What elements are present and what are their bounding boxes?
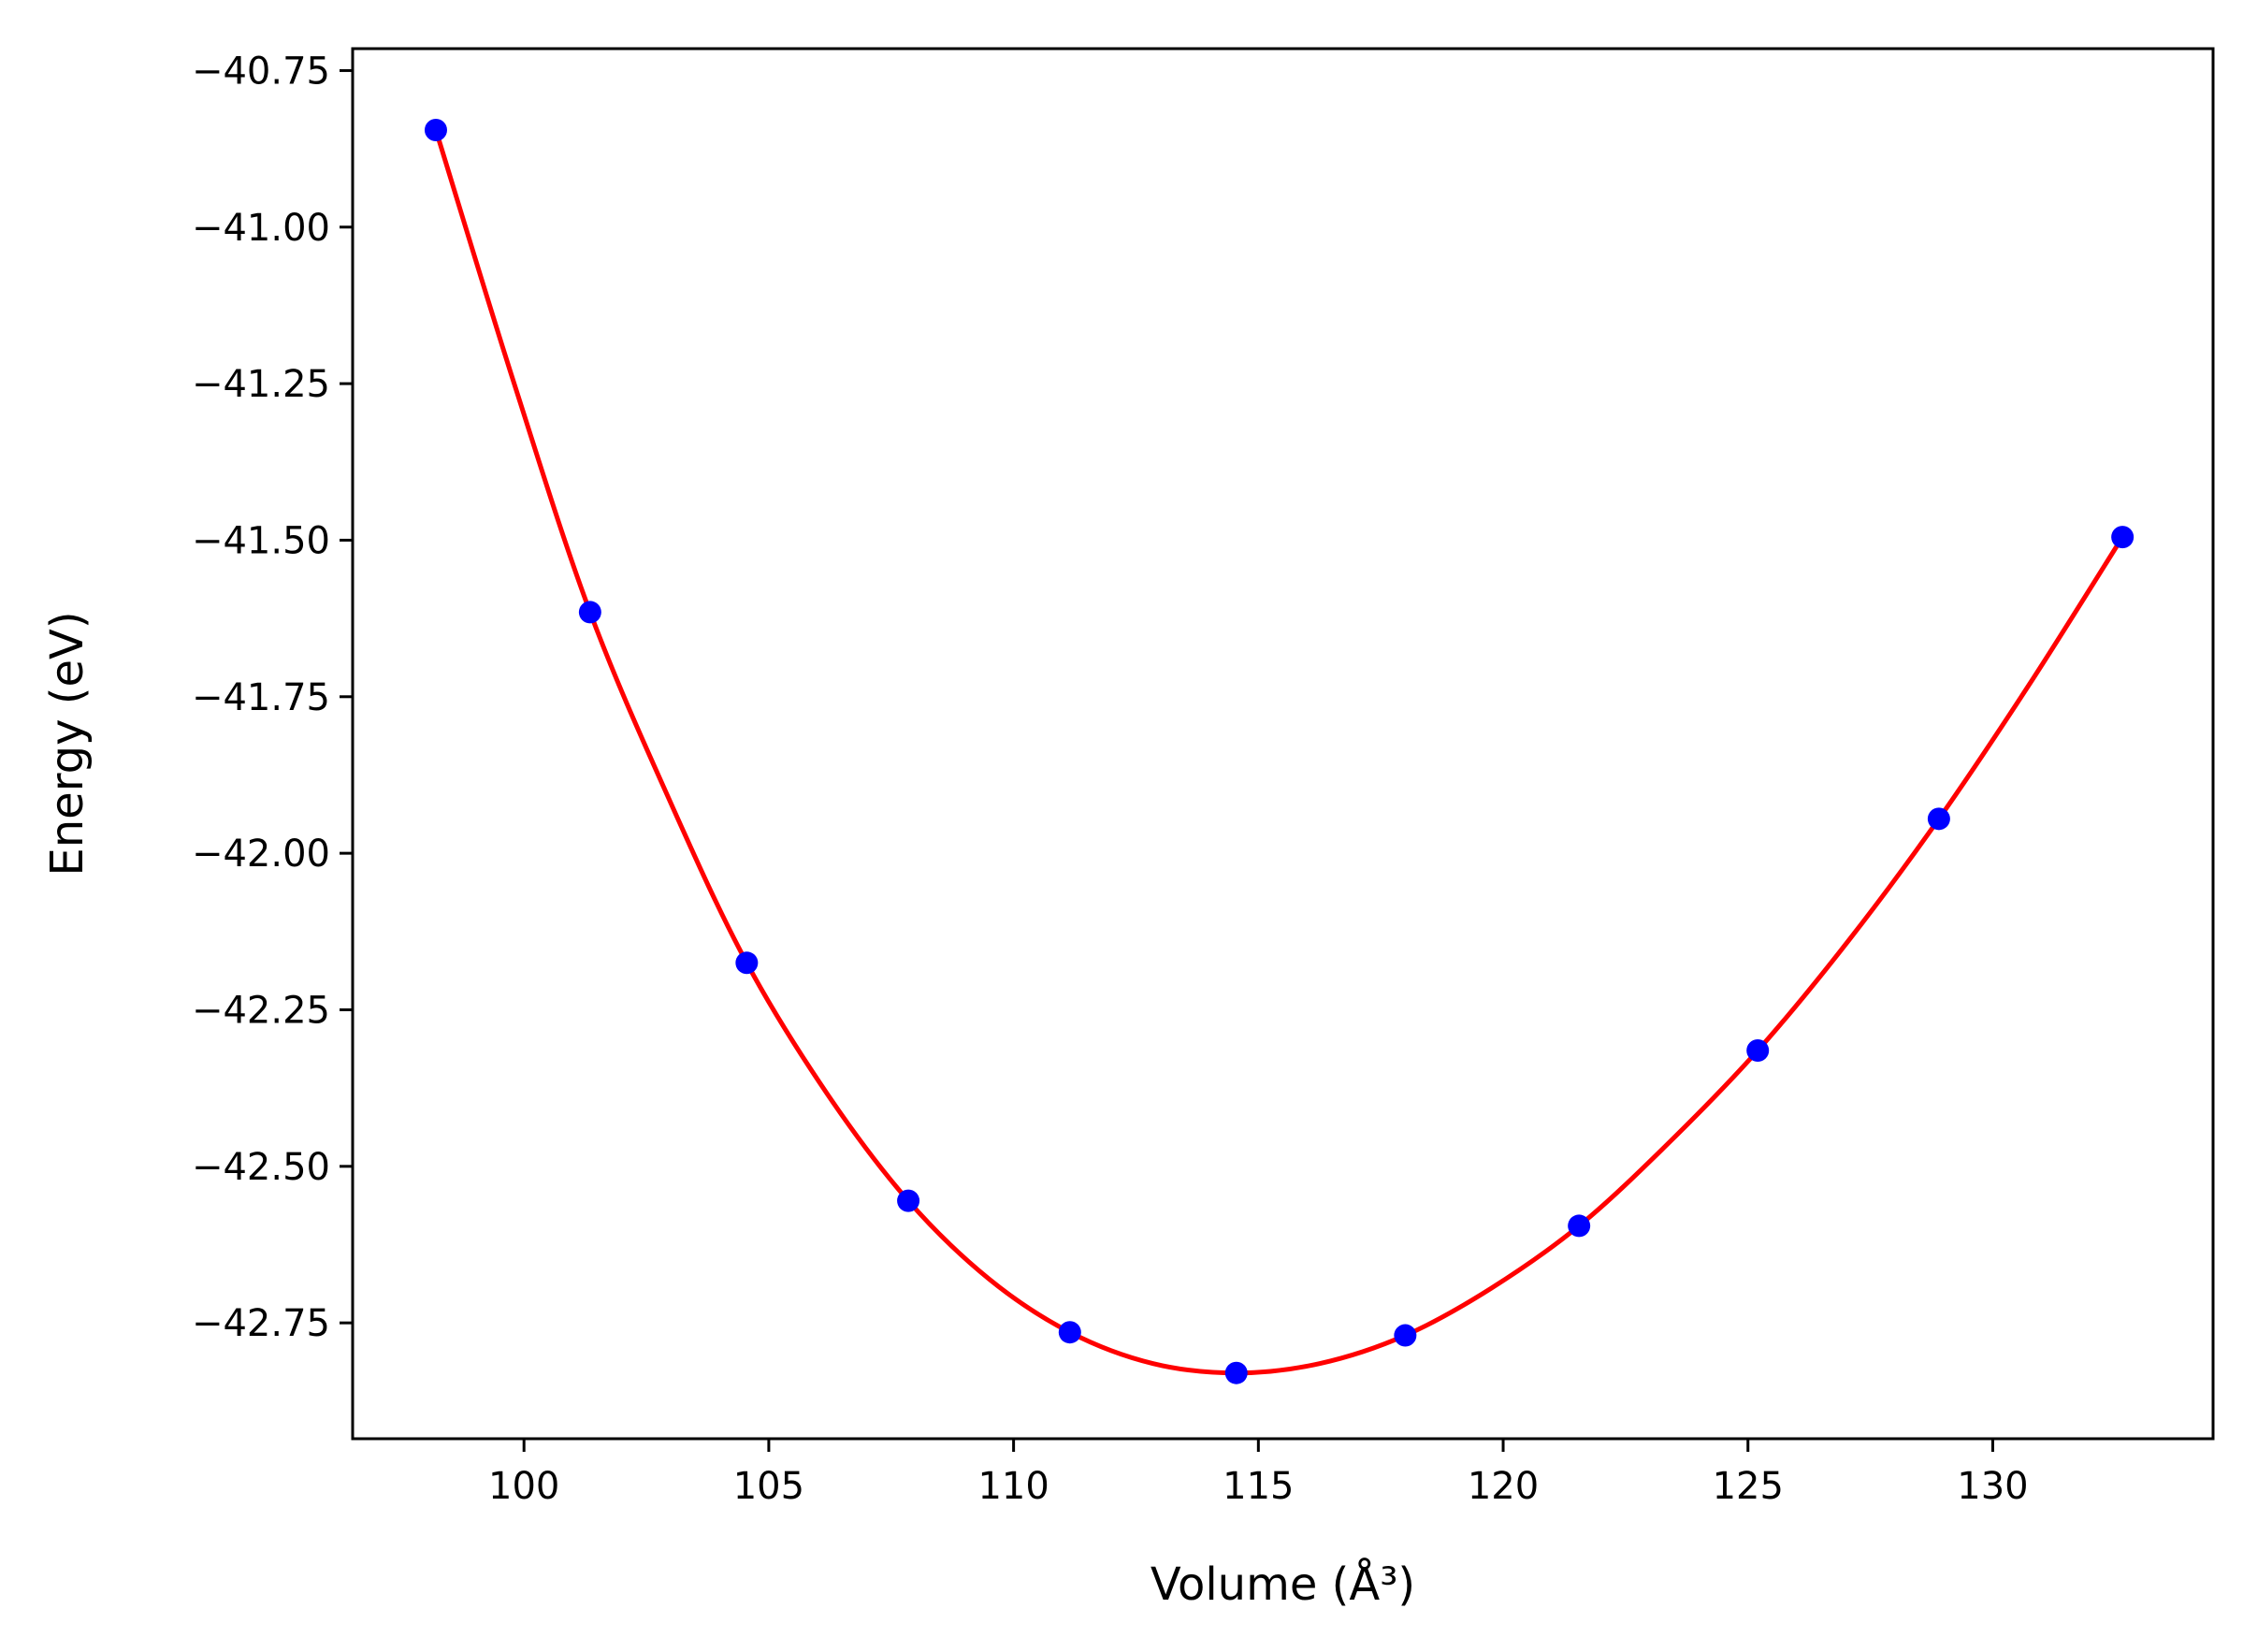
x-axis-ticks: 100 105 110 115 120 125 130 <box>488 1439 2029 1508</box>
x-tick-label: 130 <box>1957 1465 2028 1508</box>
y-axis-ticks: −40.75 −41.00 −41.25 −41.50 −41.75 −42.00 −42.… <box>192 50 353 1345</box>
x-tick-label: 110 <box>977 1465 1049 1508</box>
fit-curve-line <box>433 129 2125 1376</box>
y-tick-label: −40.75 <box>192 50 330 93</box>
data-point <box>897 1189 920 1212</box>
y-tick-label: −41.25 <box>192 363 330 406</box>
x-tick-label: 100 <box>488 1465 559 1508</box>
y-tick-label: −42.50 <box>192 1146 330 1189</box>
data-point <box>424 119 447 142</box>
data-point <box>1746 1038 1770 1062</box>
y-tick-label: −41.50 <box>192 519 330 562</box>
y-axis-label: Energy (eV) <box>41 611 94 876</box>
x-tick-label: 125 <box>1713 1465 1784 1508</box>
data-point <box>735 951 759 975</box>
y-tick-label: −41.75 <box>192 676 330 719</box>
plot-frame <box>351 47 2215 1441</box>
series-layer <box>424 119 2134 1384</box>
data-point <box>1058 1321 1081 1344</box>
data-point <box>1224 1361 1248 1384</box>
x-tick-label: 120 <box>1468 1465 1539 1508</box>
y-tick-label: −42.25 <box>192 989 330 1032</box>
data-point <box>1927 807 1950 831</box>
data-point <box>1394 1324 1417 1347</box>
data-point <box>2111 526 2134 549</box>
x-tick-label: 105 <box>733 1465 804 1508</box>
y-tick-label: −42.00 <box>192 833 330 876</box>
y-tick-label: −42.75 <box>192 1302 330 1345</box>
y-tick-label: −41.00 <box>192 207 330 250</box>
x-tick-label: 115 <box>1223 1465 1294 1508</box>
data-point <box>1568 1214 1591 1238</box>
data-point <box>578 601 601 624</box>
x-axis-label: Volume (Å³) <box>1150 1558 1415 1611</box>
